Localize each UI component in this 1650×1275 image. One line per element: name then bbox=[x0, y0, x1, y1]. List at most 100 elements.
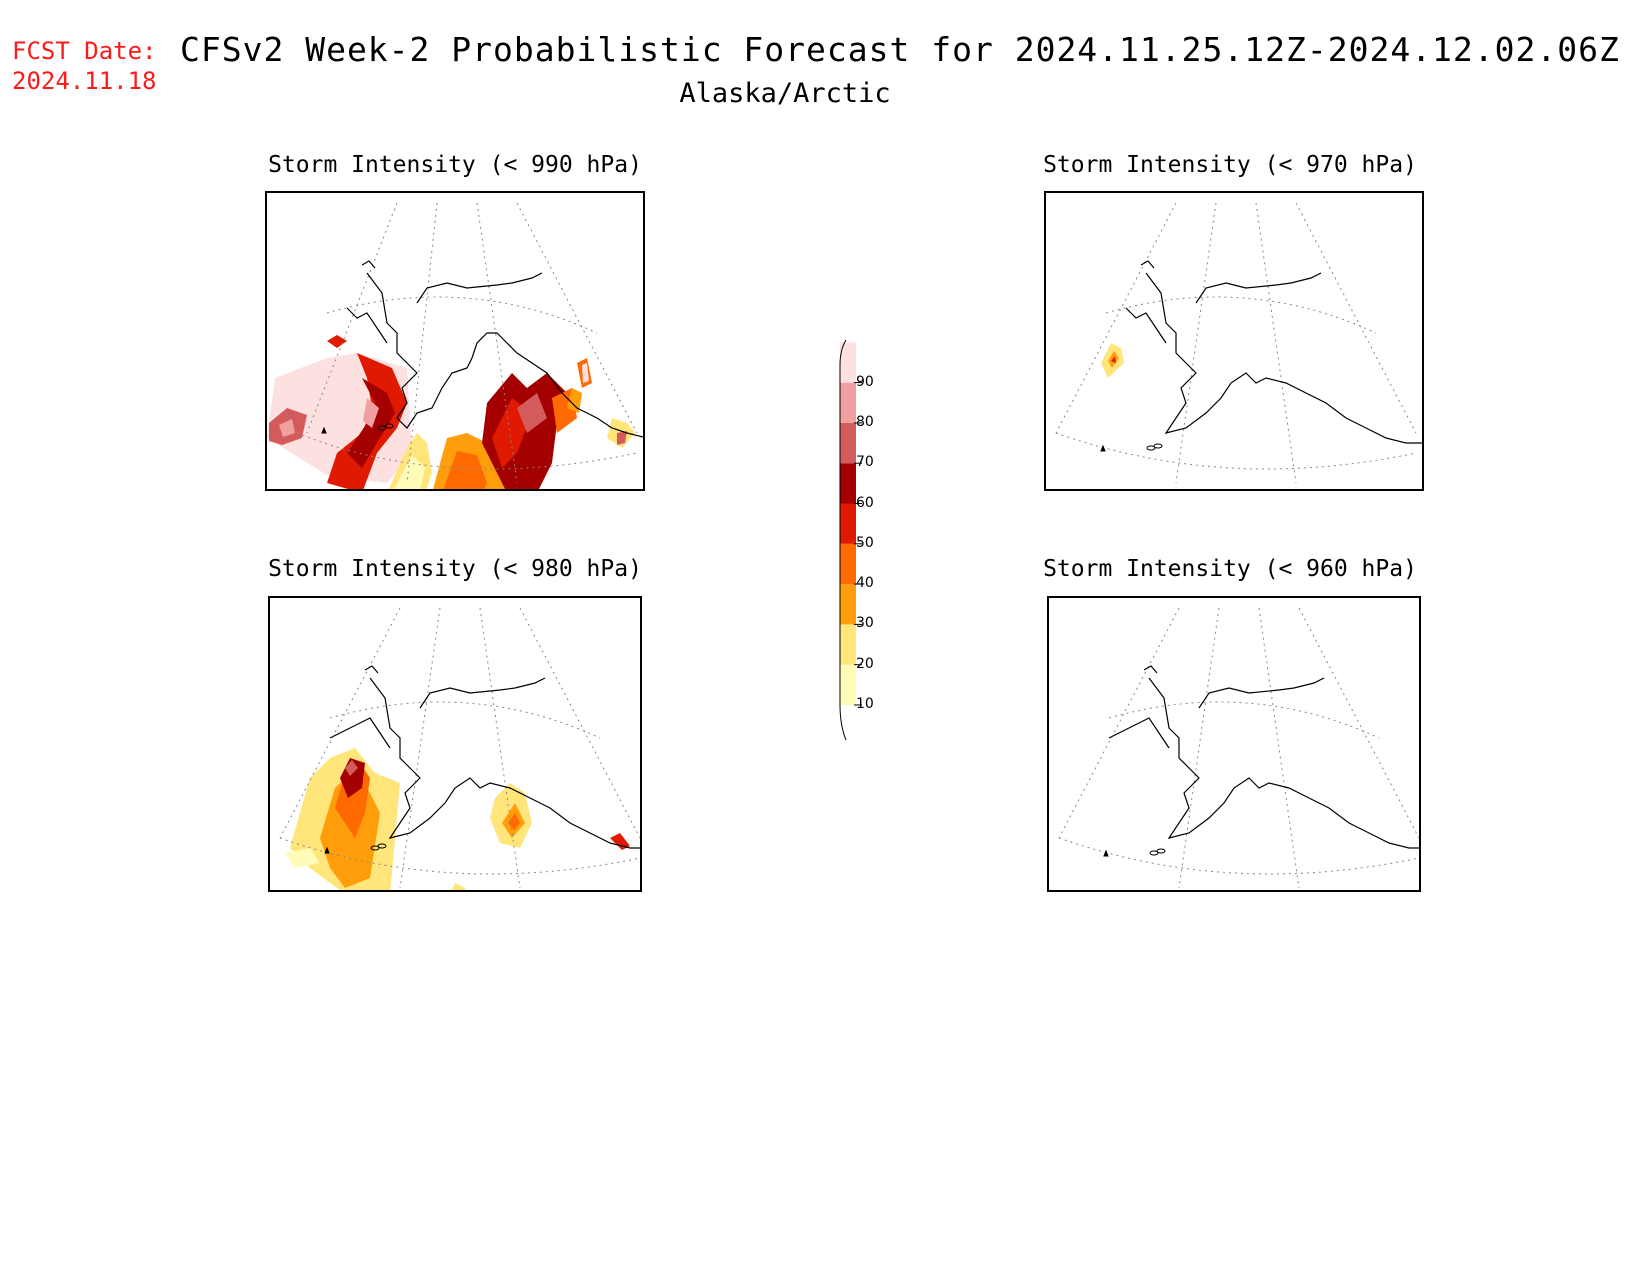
island-2 bbox=[377, 843, 387, 849]
coastline-arctic bbox=[416, 272, 543, 304]
shade-80-west bbox=[363, 398, 379, 428]
meridian-2 bbox=[1178, 607, 1220, 889]
map-980-svg bbox=[279, 607, 640, 890]
probability-shading-990 bbox=[267, 335, 635, 489]
meridian-3 bbox=[1255, 202, 1297, 484]
page-title: CFSv2 Week-2 Probabilistic Forecast for … bbox=[180, 30, 1620, 69]
coastline-chukotka bbox=[329, 717, 391, 749]
colorbar-box-10 bbox=[840, 664, 856, 705]
panel-title-960: Storm Intensity (< 960 hPa) bbox=[1043, 556, 1417, 582]
colorbar-label-30: 30 bbox=[856, 615, 874, 632]
region-subtitle-text: Alaska/Arctic bbox=[679, 78, 891, 109]
islands-990 bbox=[321, 423, 394, 434]
colorbar-box-80 bbox=[840, 382, 856, 423]
colorbar-label-60: 60 bbox=[856, 494, 874, 511]
colorbar-label-50: 50 bbox=[856, 534, 874, 551]
shade-50-970 bbox=[1111, 356, 1116, 363]
shade-90-gulf bbox=[582, 363, 589, 383]
colorbar-box-90 bbox=[840, 342, 856, 383]
colorbar-box-60 bbox=[840, 463, 856, 504]
colorbar-label-40: 40 bbox=[856, 575, 874, 592]
island-marker bbox=[324, 846, 330, 854]
latitude-line-north bbox=[1105, 296, 1377, 334]
shade-40-980-gulf bbox=[508, 813, 520, 830]
coastline-mainland bbox=[366, 272, 643, 438]
colorbar-label-80: 80 bbox=[856, 413, 874, 430]
meridian-1 bbox=[1058, 607, 1180, 839]
coastline-chukotka bbox=[346, 307, 388, 344]
meridian-3 bbox=[476, 202, 518, 484]
meridian-1 bbox=[279, 607, 401, 839]
island-marker bbox=[321, 426, 327, 434]
coastline-arctic bbox=[1195, 272, 1322, 304]
map-panel-970 bbox=[1044, 191, 1424, 491]
coastline-island bbox=[1143, 665, 1158, 674]
coastline-mainland bbox=[1145, 272, 1422, 444]
probability-shading-980 bbox=[285, 748, 630, 890]
map-panel-990 bbox=[265, 191, 645, 491]
colorbar-label-70: 70 bbox=[856, 454, 874, 471]
meridian-3 bbox=[479, 607, 521, 889]
coastline-island bbox=[1140, 260, 1155, 269]
region-subtitle: Alaska/Arctic bbox=[0, 78, 1650, 109]
coastline-chukotka bbox=[1125, 307, 1167, 344]
islands-960 bbox=[1103, 848, 1166, 857]
map-990-svg bbox=[267, 202, 643, 489]
graticule-960 bbox=[1058, 607, 1419, 889]
colorbar-box-30 bbox=[840, 584, 856, 625]
meridian-4 bbox=[516, 202, 638, 434]
island-2 bbox=[384, 423, 394, 429]
colorbar bbox=[839, 339, 862, 741]
shade-70-east bbox=[517, 393, 547, 433]
colorbar-boxes bbox=[839, 342, 862, 706]
probability-shading-970 bbox=[1101, 343, 1124, 378]
colorbar-label-90: 90 bbox=[856, 373, 874, 390]
latitude-line-north bbox=[329, 701, 601, 739]
coastline-arctic bbox=[1198, 677, 1325, 709]
graticule-970 bbox=[1055, 202, 1417, 484]
island-2 bbox=[1156, 848, 1166, 854]
colorbar-label-10: 10 bbox=[856, 696, 874, 712]
colorbar-box-20 bbox=[840, 624, 856, 665]
colorbar-box-50 bbox=[840, 503, 856, 544]
meridian-2 bbox=[406, 202, 438, 484]
coastline-arctic bbox=[419, 677, 546, 709]
colorbar-top-cap bbox=[839, 339, 847, 366]
colorbar-box-70 bbox=[840, 422, 856, 464]
islands-980 bbox=[324, 843, 387, 854]
meridian-3 bbox=[1258, 607, 1300, 889]
panel-title-970: Storm Intensity (< 970 hPa) bbox=[1043, 152, 1417, 178]
latitude-line-north bbox=[1108, 701, 1380, 739]
island-2 bbox=[1153, 443, 1163, 449]
coastline-chukotka bbox=[1108, 717, 1170, 749]
meridian-4 bbox=[1298, 607, 1419, 839]
meridian-1 bbox=[306, 202, 398, 434]
meridian-4 bbox=[1295, 202, 1417, 434]
shade-50-chukotka bbox=[327, 335, 347, 348]
latitude-line-south bbox=[296, 432, 638, 470]
coastline-mainland bbox=[1148, 677, 1419, 849]
coastline-970 bbox=[1125, 260, 1422, 444]
panel-title-990: Storm Intensity (< 990 hPa) bbox=[268, 152, 642, 178]
coastline-960 bbox=[1108, 665, 1419, 849]
forecast-date-label: FCST Date: bbox=[12, 37, 157, 65]
shade-70-panhandle bbox=[617, 431, 627, 445]
shade-20-980-south bbox=[451, 883, 466, 890]
shade-70-980 bbox=[345, 760, 358, 776]
meridian-1 bbox=[1055, 202, 1177, 434]
shade-10-980-west bbox=[285, 848, 320, 868]
shade-10-center bbox=[394, 455, 425, 489]
colorbar-box-40 bbox=[840, 543, 856, 585]
forecast-date-value: 2024.11.18 bbox=[12, 67, 157, 95]
coastline-980 bbox=[329, 665, 640, 849]
shade-80-far-west bbox=[279, 419, 295, 437]
island-marker bbox=[1100, 444, 1106, 452]
colorbar-label-20: 20 bbox=[856, 655, 874, 672]
islands-970 bbox=[1100, 443, 1163, 452]
coastline-island bbox=[361, 260, 376, 269]
graticule-990 bbox=[296, 202, 638, 484]
meridian-2 bbox=[399, 607, 441, 889]
shade-30-east bbox=[567, 388, 582, 413]
graticule-980 bbox=[279, 607, 640, 889]
coastline-mainland bbox=[369, 677, 640, 849]
